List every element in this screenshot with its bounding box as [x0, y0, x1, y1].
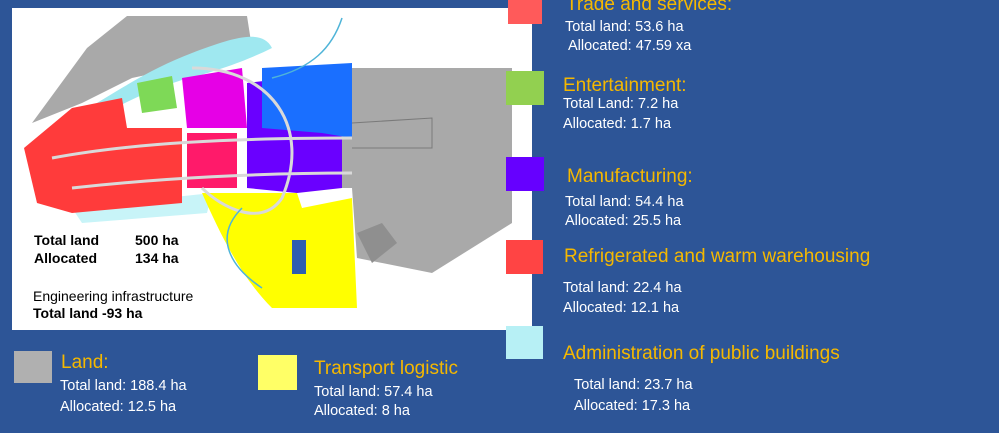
map-allocated-label: Allocated [34, 250, 98, 266]
manufacturing-allocated: Allocated: 25.5 ha [565, 213, 682, 229]
river [226, 17, 343, 289]
trade-services-swatch [508, 0, 542, 24]
road-east [351, 117, 433, 149]
trade-zone-center [187, 133, 237, 188]
refrigerated-warehousing-allocated: Allocated: 12.1 ha [563, 300, 680, 316]
engineering-infrastructure-title: Engineering infrastructure [33, 288, 194, 304]
trade-services-total: Total land: 53.6 ha [565, 19, 684, 35]
transport-logistic-swatch [258, 355, 297, 390]
magenta-zone [182, 68, 247, 128]
map-total-land-value: 500 ha [135, 232, 179, 248]
entertainment-zone [137, 76, 177, 113]
manufacturing-swatch [506, 157, 544, 191]
manufacturing-zone-blue [262, 63, 352, 138]
transport-logistic-total: Total land: 57.4 ha [314, 384, 433, 400]
transport-logistic-allocated: Allocated: 8 ha [314, 403, 410, 419]
road-loop [51, 66, 353, 215]
administration-title: Administration of public buildings [563, 343, 840, 364]
administration-total: Total land: 23.7 ha [574, 377, 693, 393]
refrigerated-warehousing-title: Refrigerated and warm warehousing [564, 246, 871, 267]
transport-building [292, 240, 306, 274]
map-allocated-value: 134 ha [135, 250, 179, 266]
land-zone-east [332, 68, 512, 273]
administration-allocated: Allocated: 17.3 ha [574, 398, 691, 414]
land-total: Total land: 188.4 ha [60, 378, 187, 394]
trade-services-title: Trade and services: [566, 0, 733, 15]
land-swatch [14, 351, 52, 383]
administration-swatch [506, 326, 543, 359]
land-zone-small [357, 223, 397, 263]
entertainment-total: Total Land: 7.2 ha [563, 96, 679, 112]
land-zone-northwest [32, 16, 252, 123]
transport-zone [202, 193, 357, 308]
trade-services-allocated: Allocated: 47.59 xa [568, 38, 692, 54]
entertainment-swatch [506, 71, 544, 105]
land-allocated: Allocated: 12.5 ha [60, 399, 177, 415]
entertainment-allocated: Allocated: 1.7 ha [563, 116, 672, 132]
map-total-land-label: Total land [34, 232, 100, 248]
site-plan-drawing [24, 16, 512, 308]
entertainment-title: Entertainment: [563, 75, 687, 96]
transport-logistic-title: Transport logistic [314, 358, 458, 379]
manufacturing-title: Manufacturing: [567, 166, 693, 187]
manufacturing-total: Total land: 54.4 ha [565, 194, 684, 210]
site-plan-map: Total land 500 ha Allocated 134 ha Engin… [12, 8, 532, 330]
land-title: Land: [61, 352, 109, 373]
refrigerated-warehousing-swatch [506, 240, 543, 274]
engineering-infrastructure-total: Total land -93 ha [33, 305, 143, 321]
refrigerated-warehousing-total: Total land: 22.4 ha [563, 280, 682, 296]
trade-zone-west [24, 98, 182, 213]
